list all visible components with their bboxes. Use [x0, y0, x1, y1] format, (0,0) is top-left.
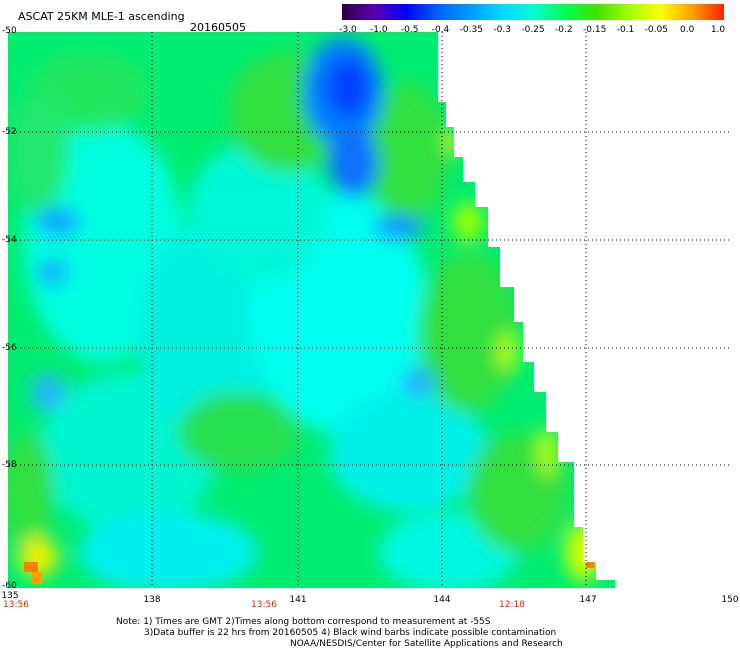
colorbar-label: -0.2 [555, 25, 573, 35]
y-tick-label: -60 [2, 581, 17, 591]
map-title: ASCAT 25KM MLE-1 ascending [18, 10, 185, 23]
note-line-2: 3)Data buffer is 22 hrs from 20160505 4)… [144, 628, 557, 638]
colorbar-label: -0.15 [583, 25, 607, 35]
colorbar-label: -0.05 [644, 25, 668, 35]
colorbar [342, 4, 724, 20]
colorbar-label: 1.0 [710, 25, 726, 35]
time-label: 13:56 [251, 600, 277, 610]
ascat-map [8, 32, 731, 588]
y-tick-label: -52 [2, 127, 17, 137]
colorbar-gradient [342, 4, 724, 20]
colorbar-label: -3.0 [339, 25, 357, 35]
colorbar-label: -0.1 [616, 25, 635, 35]
time-label: 12:18 [499, 600, 525, 610]
x-tick-label: 150 [721, 595, 739, 605]
graticule [8, 32, 731, 588]
x-tick-label: 144 [433, 595, 451, 605]
y-tick-label: -58 [2, 460, 17, 470]
colorbar-label: -0.5 [400, 25, 419, 35]
x-tick-label: 147 [579, 595, 597, 605]
colorbar-label: -1.0 [370, 25, 388, 35]
colorbar-label: -0.35 [459, 25, 483, 35]
colorbar-label: 0.0 [679, 25, 695, 35]
note-line-1: Note: 1) Times are GMT 2)Times along bot… [116, 617, 491, 627]
colorbar-label: -0.3 [493, 25, 511, 35]
map-date: 20160505 [190, 21, 246, 34]
y-tick-label: -54 [2, 235, 17, 245]
x-tick-label: 138 [143, 595, 161, 605]
y-tick-label: -50 [2, 26, 17, 36]
note-line-3: NOAA/NESDIS/Center for Satellite Applica… [290, 639, 563, 649]
time-label: 13:56 [3, 600, 29, 610]
x-tick-label: 135 [1, 591, 19, 601]
colorbar-label: -0.4 [431, 25, 450, 35]
colorbar-label: -0.25 [521, 25, 545, 35]
swath-data [8, 32, 615, 588]
x-tick-label: 141 [289, 595, 307, 605]
y-tick-label: -56 [2, 343, 17, 353]
